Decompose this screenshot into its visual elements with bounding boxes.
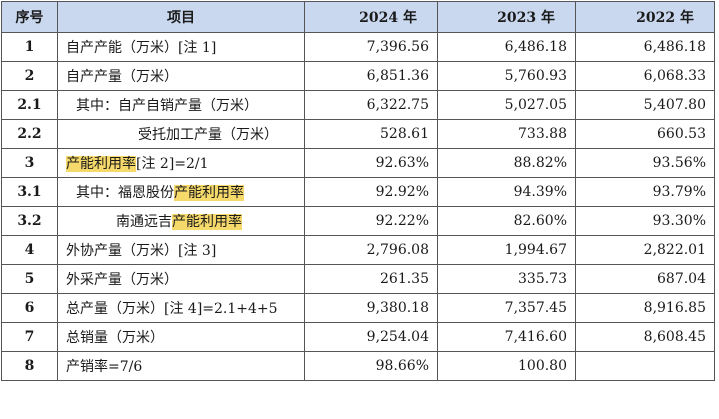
item-text: 其中：福恩股份 [76, 185, 174, 201]
item-text: 外协产量（万米）[注 3] [66, 243, 217, 259]
highlighted-term: 产能利用率 [172, 214, 242, 230]
cell-2022: 93.56% [575, 148, 715, 178]
cell-2023: 82.60% [437, 206, 576, 236]
row-item: 受托加工产量（万米） [57, 119, 305, 149]
item-text: [注 2]=2/1 [136, 156, 209, 172]
header-item: 项目 [57, 1, 305, 33]
item-text: 其中：自产自销产量（万米） [76, 98, 258, 114]
cell-2022: 687.04 [575, 264, 715, 294]
table-row: 2.2 受托加工产量（万米） 528.61 733.88 660.53 [1, 119, 715, 149]
row-seq: 2.1 [1, 90, 58, 120]
cell-2024: 7,396.56 [304, 32, 438, 62]
cell-2024: 528.61 [304, 119, 438, 149]
item-text: 总产量（万米）[注 4]=2.1+4+5 [66, 301, 278, 317]
table-header: 序号 项目 2024 年 2023 年 2022 年 [1, 1, 715, 33]
row-item: 产销率=7/6 [57, 351, 305, 381]
table-row: 1 自产产能（万米）[注 1] 7,396.56 6,486.18 6,486.18 [1, 32, 715, 62]
cell-2024: 92.92% [304, 177, 438, 207]
header-seq: 序号 [1, 1, 58, 33]
item-text: 受托加工产量（万米） [138, 127, 278, 143]
cell-2023: 100.80 [437, 351, 576, 381]
highlighted-term: 产能利用率 [174, 185, 244, 201]
table-row: 6 总产量（万米）[注 4]=2.1+4+5 9,380.18 7,357.45 8,9… [1, 293, 715, 323]
row-item: 外采产量（万米） [57, 264, 305, 294]
cell-2022: 93.79% [575, 177, 715, 207]
header-2023: 2023 年 [437, 1, 576, 33]
cell-2024: 98.66% [304, 351, 438, 381]
row-seq: 2 [1, 61, 58, 91]
table-row: 2 自产产量（万米） 6,851.36 5,760.93 6,068.33 [1, 61, 715, 91]
item-text: 外采产量（万米） [66, 272, 178, 288]
item-text: 产销率=7/6 [66, 359, 143, 375]
cell-2024: 6,851.36 [304, 61, 438, 91]
row-item: 其中：福恩股份产能利用率 [57, 177, 305, 207]
cell-2024: 6,322.75 [304, 90, 438, 120]
row-item: 产能利用率[注 2]=2/1 [57, 148, 305, 178]
header-2024: 2024 年 [304, 1, 438, 33]
cell-2022: 660.53 [575, 119, 715, 149]
row-seq: 8 [1, 351, 58, 381]
cell-2024: 9,380.18 [304, 293, 438, 323]
table-row: 4 外协产量（万米）[注 3] 2,796.08 1,994.67 2,822.01 [1, 235, 715, 265]
row-seq: 6 [1, 293, 58, 323]
capacity-table-container: 序号 项目 2024 年 2023 年 2022 年 1 自产产能（万米）[注 1… [1, 1, 715, 381]
item-text: 自产产能（万米）[注 1] [66, 40, 217, 56]
row-item: 其中：自产自销产量（万米） [57, 90, 305, 120]
cell-2022: 8,916.85 [575, 293, 715, 323]
table-row: 3.2 南通远吉产能利用率 92.22% 82.60% 93.30% [1, 206, 715, 236]
cell-2024: 261.35 [304, 264, 438, 294]
item-text: 自产产量（万米） [66, 69, 178, 85]
table-row: 3 产能利用率[注 2]=2/1 92.63% 88.82% 93.56% [1, 148, 715, 178]
cell-2022: 93.30% [575, 206, 715, 236]
header-2022: 2022 年 [575, 1, 715, 33]
row-item: 外协产量（万米）[注 3] [57, 235, 305, 265]
capacity-table: 序号 项目 2024 年 2023 年 2022 年 1 自产产能（万米）[注 1… [1, 1, 715, 381]
cell-2022: 2,822.01 [575, 235, 715, 265]
cell-2022: 6,068.33 [575, 61, 715, 91]
header-row: 序号 项目 2024 年 2023 年 2022 年 [1, 1, 715, 33]
cell-2022: 5,407.80 [575, 90, 715, 120]
cell-2023: 7,416.60 [437, 322, 576, 352]
cell-2022: 6,486.18 [575, 32, 715, 62]
row-item: 总销量（万米） [57, 322, 305, 352]
cell-2023: 6,486.18 [437, 32, 576, 62]
cell-2023: 7,357.45 [437, 293, 576, 323]
cell-2023: 94.39% [437, 177, 576, 207]
row-seq: 5 [1, 264, 58, 294]
table-body: 1 自产产能（万米）[注 1] 7,396.56 6,486.18 6,486.18 2 自… [1, 32, 715, 381]
cell-2023: 88.82% [437, 148, 576, 178]
item-text: 总销量（万米） [66, 330, 164, 346]
row-seq: 7 [1, 322, 58, 352]
row-item: 总产量（万米）[注 4]=2.1+4+5 [57, 293, 305, 323]
row-seq: 2.2 [1, 119, 58, 149]
cell-2024: 2,796.08 [304, 235, 438, 265]
cell-2023: 5,027.05 [437, 90, 576, 120]
cell-2024: 9,254.04 [304, 322, 438, 352]
cell-2023: 335.73 [437, 264, 576, 294]
row-seq: 1 [1, 32, 58, 62]
cell-2023: 5,760.93 [437, 61, 576, 91]
cell-2023: 733.88 [437, 119, 576, 149]
cell-2024: 92.22% [304, 206, 438, 236]
table-row: 5 外采产量（万米） 261.35 335.73 687.04 [1, 264, 715, 294]
row-seq: 4 [1, 235, 58, 265]
cell-2024: 92.63% [304, 148, 438, 178]
table-row: 3.1 其中：福恩股份产能利用率 92.92% 94.39% 93.79% [1, 177, 715, 207]
item-text: 南通远吉 [116, 214, 172, 230]
table-row: 7 总销量（万米） 9,254.04 7,416.60 8,608.45 [1, 322, 715, 352]
table-row: 8 产销率=7/6 98.66% 100.80 [1, 351, 715, 381]
row-seq: 3 [1, 148, 58, 178]
cell-2023: 1,994.67 [437, 235, 576, 265]
row-item: 自产产能（万米）[注 1] [57, 32, 305, 62]
highlighted-term: 产能利用率 [66, 156, 136, 172]
cell-2022: 8,608.45 [575, 322, 715, 352]
cell-2022 [575, 351, 715, 381]
watermark-cover [635, 403, 715, 417]
table-row: 2.1 其中：自产自销产量（万米） 6,322.75 5,027.05 5,407.80 [1, 90, 715, 120]
row-item: 自产产量（万米） [57, 61, 305, 91]
row-item: 南通远吉产能利用率 [57, 206, 305, 236]
row-seq: 3.1 [1, 177, 58, 207]
row-seq: 3.2 [1, 206, 58, 236]
